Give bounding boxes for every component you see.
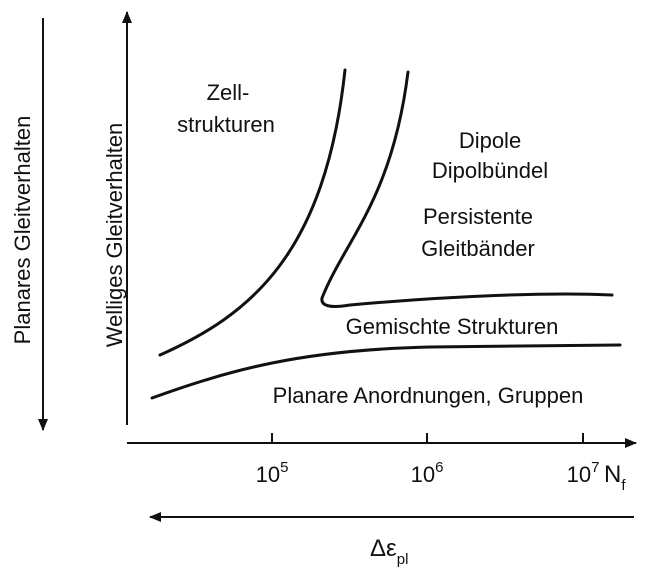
tick-exp: 5 — [280, 459, 288, 476]
region-label: Planare Anordnungen, Gruppen — [273, 383, 584, 408]
tick-base: 10 — [567, 462, 591, 487]
region-label: Gemischte Strukturen — [346, 314, 559, 339]
tick-exp: 7 — [591, 459, 599, 476]
region-label: Persistente — [423, 204, 533, 229]
bottom-label-main: Δε — [370, 535, 397, 562]
region-label: Gleitbänder — [421, 236, 535, 261]
boundary-curve — [158, 68, 347, 357]
tick-exp: 6 — [435, 459, 443, 476]
x-tick-label: 107 — [567, 459, 600, 487]
x-axis-label: Nf — [604, 461, 626, 494]
region-label: strukturen — [177, 112, 275, 137]
tick-base: 10 — [411, 462, 435, 487]
bottom-label-sub: pl — [397, 551, 409, 568]
region-label: Dipolbündel — [432, 158, 548, 183]
x-tick-label: 105 — [256, 459, 289, 487]
inner-label: Welliges Gleitverhalten — [102, 123, 127, 348]
tick-base: 10 — [256, 462, 280, 487]
boundary-curve — [320, 70, 614, 308]
region-label: Dipole — [459, 128, 521, 153]
boundary-curve — [150, 343, 622, 400]
x-tick-label: 106 — [411, 459, 444, 487]
outer-label: Planares Gleitverhalten — [10, 116, 35, 345]
bottom-label: Δεpl — [370, 535, 408, 568]
x-axis-label-main: N — [604, 461, 621, 488]
x-axis-label-sub: f — [621, 477, 626, 494]
region-label: Zell- — [207, 80, 250, 105]
